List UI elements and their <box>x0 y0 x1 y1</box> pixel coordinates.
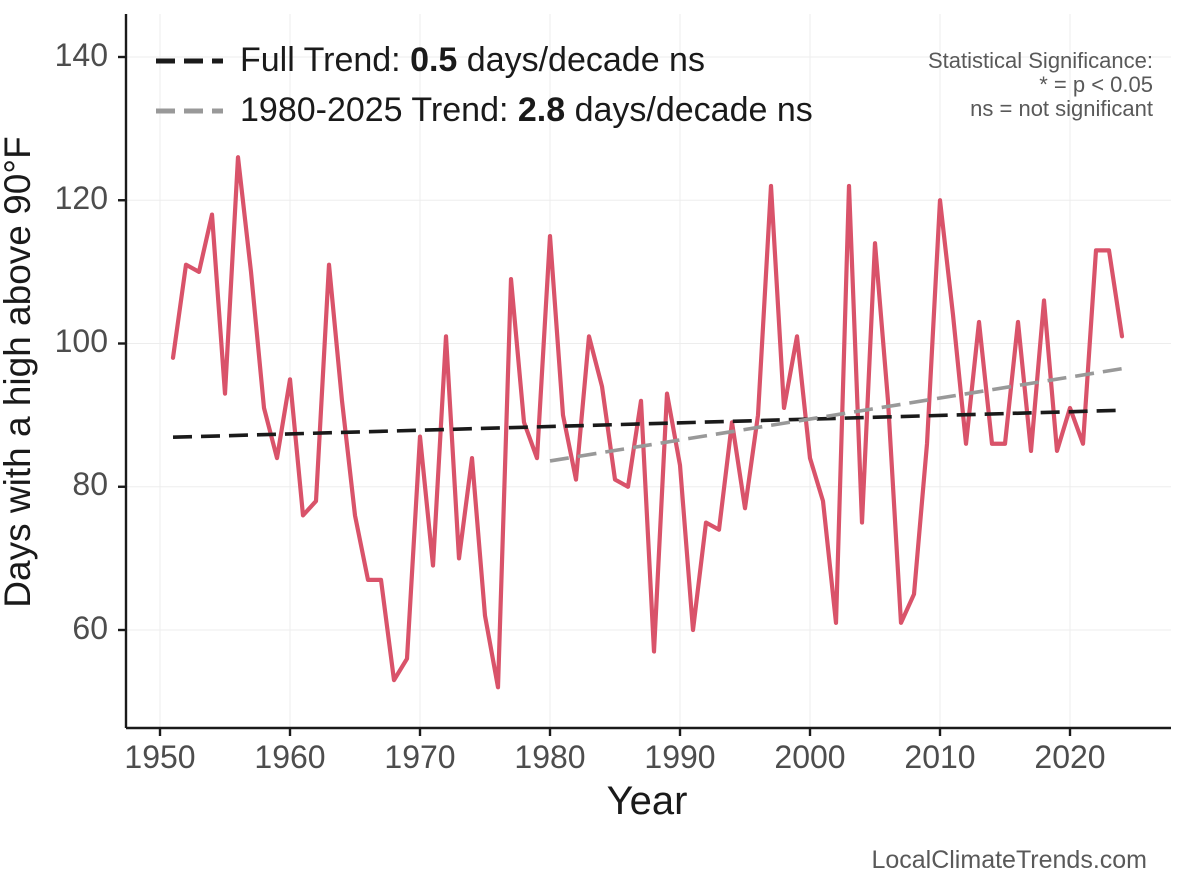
svg-text:Statistical Significance:: Statistical Significance: <box>928 48 1153 73</box>
svg-text:1990: 1990 <box>644 739 715 775</box>
svg-text:80: 80 <box>72 466 108 502</box>
svg-text:2020: 2020 <box>1034 739 1105 775</box>
svg-text:2010: 2010 <box>904 739 975 775</box>
svg-text:140: 140 <box>55 37 108 73</box>
svg-text:1970: 1970 <box>384 739 455 775</box>
svg-text:* = p < 0.05: * = p < 0.05 <box>1039 72 1153 97</box>
svg-text:LocalClimateTrends.com: LocalClimateTrends.com <box>871 846 1147 874</box>
svg-text:2000: 2000 <box>774 739 845 775</box>
svg-text:1950: 1950 <box>124 739 195 775</box>
svg-text:60: 60 <box>72 610 108 646</box>
svg-text:100: 100 <box>55 323 108 359</box>
svg-text:Year: Year <box>607 779 688 823</box>
svg-text:ns = not significant: ns = not significant <box>970 96 1153 121</box>
svg-text:Days with a high above 90°F: Days with a high above 90°F <box>0 136 38 607</box>
svg-text:120: 120 <box>55 180 108 216</box>
svg-text:Full Trend: 0.5 days/decade ns: Full Trend: 0.5 days/decade ns <box>240 41 705 79</box>
svg-text:1960: 1960 <box>254 739 325 775</box>
svg-text:1980: 1980 <box>514 739 585 775</box>
svg-text:1980-2025 Trend: 2.8 days/deca: 1980-2025 Trend: 2.8 days/decade ns <box>240 91 813 129</box>
